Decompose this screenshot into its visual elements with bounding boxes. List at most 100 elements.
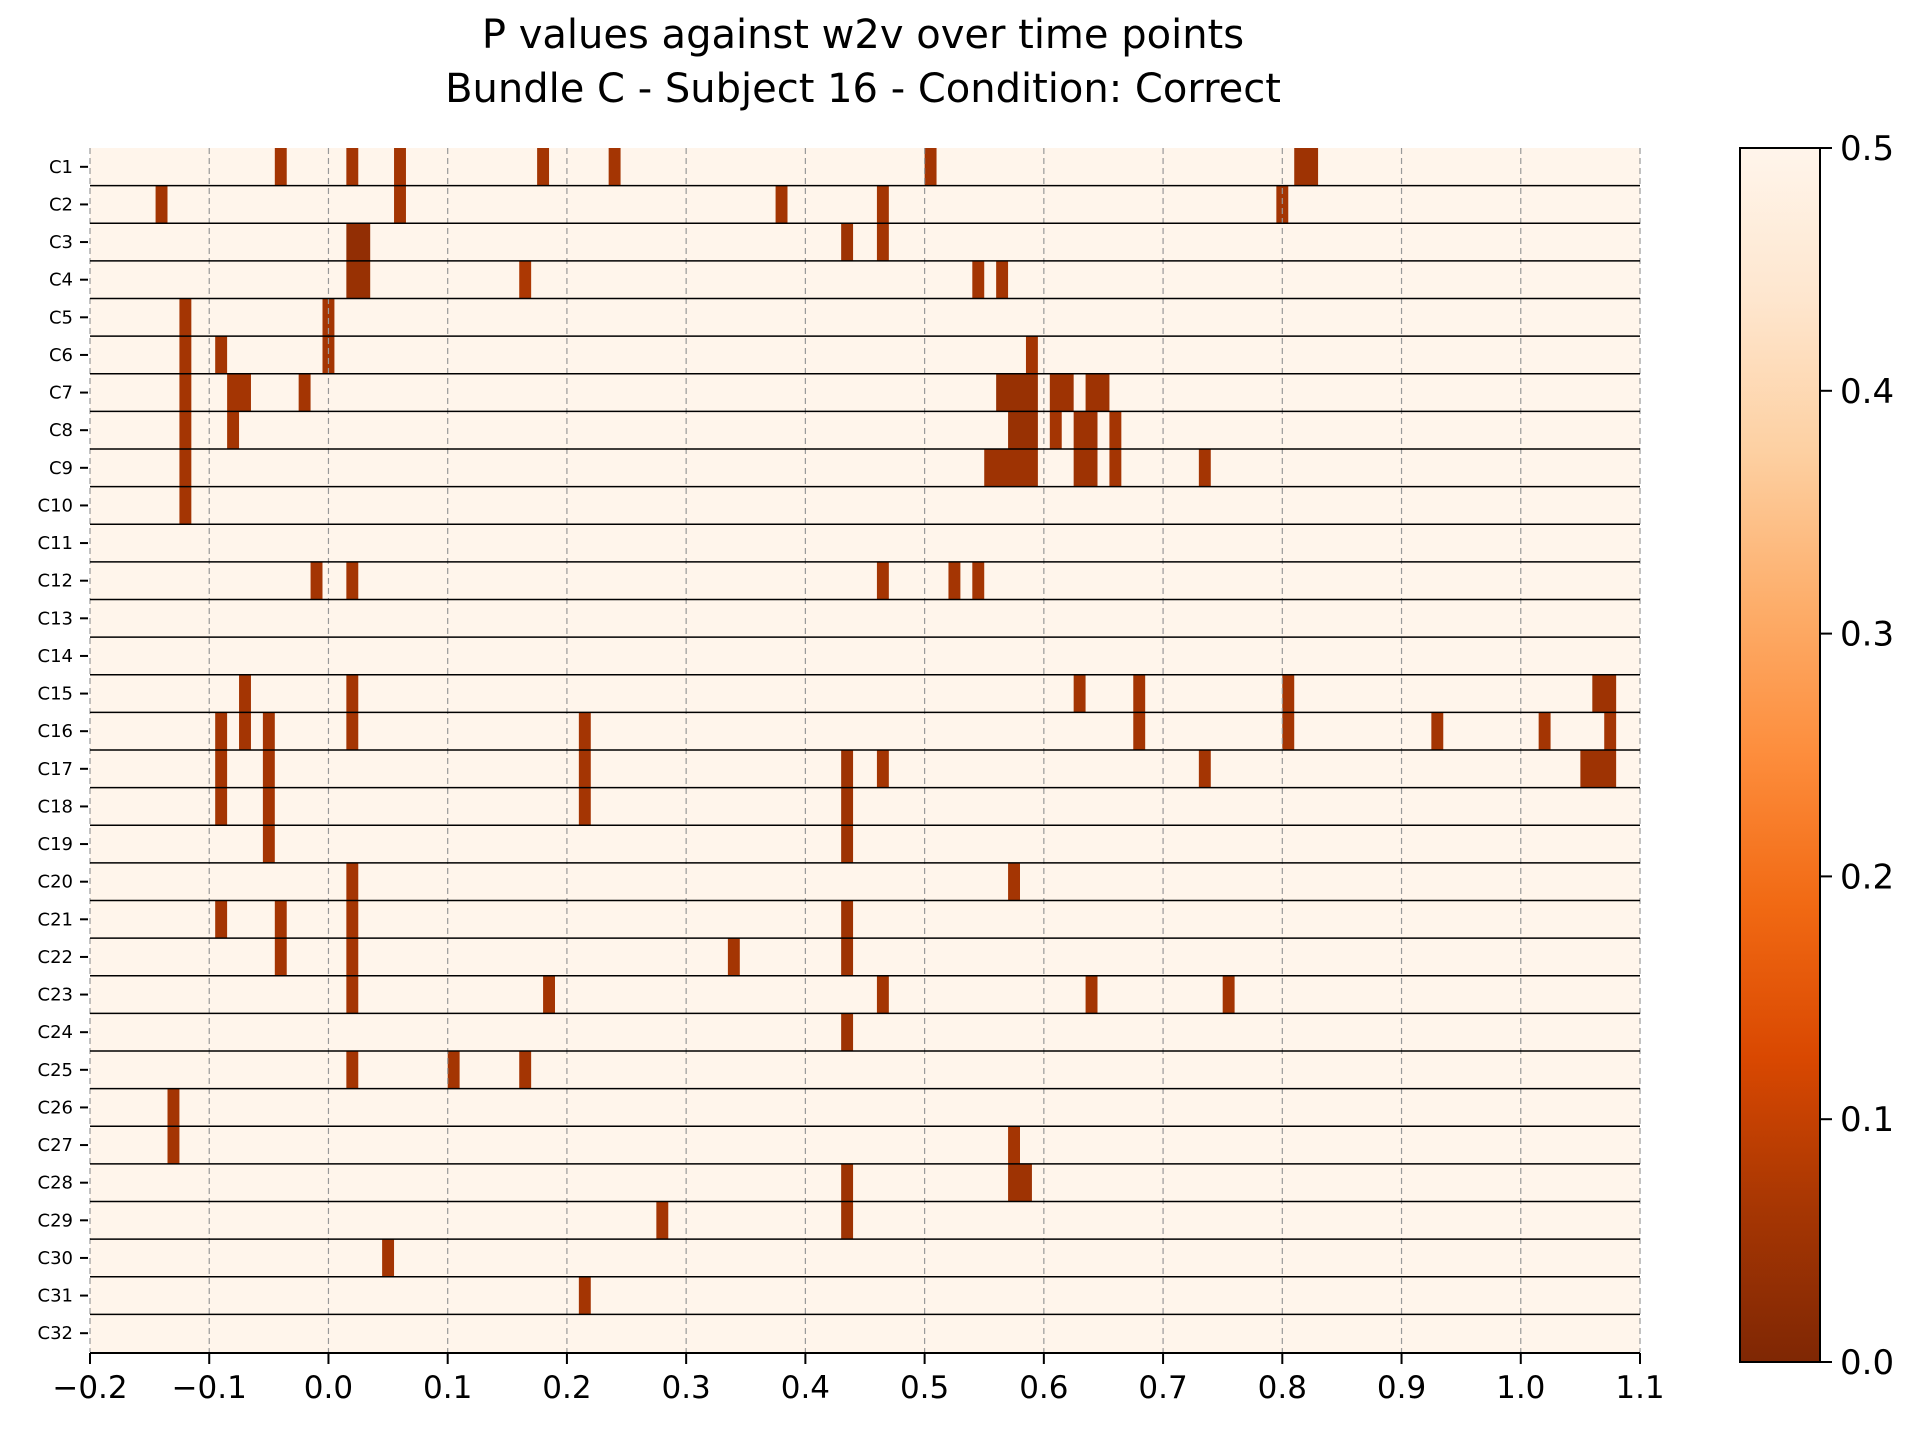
heatmap-cell	[972, 561, 985, 600]
heatmap-cell	[608, 148, 621, 186]
heatmap-cell	[262, 787, 275, 826]
x-tick-label: 0.0	[304, 1370, 353, 1406]
heatmap-cell	[1133, 712, 1146, 751]
heatmap-cell	[262, 712, 275, 751]
colorbar-tick-label: 0.4	[1840, 372, 1894, 412]
y-tick-label: C21	[38, 909, 73, 930]
heatmap-cell	[1025, 336, 1038, 374]
heatmap-cell	[543, 975, 555, 1014]
heatmap-cell	[1538, 712, 1551, 751]
heatmap-cell	[1109, 411, 1122, 450]
heatmap-cell	[155, 185, 168, 224]
heatmap-cell	[227, 373, 251, 412]
x-tick-label: 1.1	[1615, 1370, 1664, 1406]
heatmap-cell	[775, 185, 788, 224]
heatmap-cell	[841, 938, 854, 976]
y-tick-label: C27	[38, 1135, 73, 1156]
plot-area: −0.2 −0.1 0.0 0.1 0.2 0.3 0.4 0.5 0.6 0.7 0.8 0.9 1.…	[38, 148, 1665, 1406]
x-tick-label: 0.5	[900, 1370, 949, 1406]
y-tick-label: C30	[38, 1248, 73, 1269]
heatmap-cell	[984, 449, 1038, 487]
heatmap-cell	[1198, 449, 1211, 487]
heatmap-cell	[394, 185, 406, 224]
heatmap-cell	[1073, 674, 1086, 713]
heatmap-cell	[1085, 373, 1110, 412]
heatmap-cell	[1282, 674, 1295, 713]
heatmap-cell	[519, 1051, 532, 1089]
heatmap-cell	[346, 561, 359, 600]
y-tick-label: C16	[38, 721, 73, 742]
heatmap-cell	[841, 1013, 854, 1052]
heatmap-cell	[322, 298, 335, 337]
x-tick-label: 0.9	[1377, 1370, 1426, 1406]
heatmap-cell	[1198, 750, 1211, 788]
heatmap-cell	[239, 712, 251, 751]
heatmap-cell	[1592, 674, 1617, 713]
heatmap-cell	[215, 900, 228, 939]
heatmap-cell	[227, 411, 240, 450]
x-tick-label: −0.2	[52, 1370, 127, 1406]
heatmap-cell	[876, 975, 889, 1014]
heatmap-cell	[1133, 674, 1146, 713]
heatmap-cell	[578, 712, 591, 751]
colorbar-tick-label: 0.1	[1840, 1100, 1894, 1140]
heatmap-cell	[179, 298, 192, 337]
x-tick-label: −0.1	[172, 1370, 247, 1406]
heatmap-cell	[346, 674, 359, 713]
heatmap-cell	[262, 825, 275, 863]
y-tick-label: C28	[38, 1173, 73, 1194]
heatmap-cell	[179, 411, 192, 450]
heatmap-cell	[876, 185, 889, 224]
heatmap-cell	[948, 561, 961, 600]
y-tick-label: C11	[38, 533, 73, 554]
x-tick-label: 0.7	[1138, 1370, 1187, 1406]
heatmap-cell	[346, 900, 359, 939]
heatmap-cell	[322, 336, 335, 374]
x-tick-label: 0.1	[423, 1370, 472, 1406]
heatmap-cell	[274, 148, 287, 186]
heatmap-cell	[1008, 1126, 1020, 1164]
y-tick-label: C31	[38, 1286, 73, 1307]
heatmap-cell	[274, 938, 287, 976]
heatmap-cell	[727, 938, 740, 976]
heatmap-cell	[996, 373, 1038, 412]
heatmap-cell	[382, 1239, 395, 1277]
y-tick-label: C18	[38, 796, 73, 817]
chart-title-line1: P values against w2v over time points	[482, 12, 1244, 58]
chart-title-line2: Bundle C - Subject 16 - Condition: Corre…	[445, 66, 1281, 112]
y-tick-label: C5	[49, 307, 73, 328]
heatmap-cell	[1282, 712, 1295, 751]
heatmap-cell	[841, 825, 854, 863]
heatmap-cell	[346, 148, 359, 186]
heatmap-cell	[1073, 411, 1098, 450]
colorbar-gradient	[1739, 147, 1821, 1363]
heatmap-cell	[1276, 185, 1289, 224]
heatmap-cell	[1073, 449, 1098, 487]
heatmap-cell	[262, 750, 275, 788]
heatmap-cell	[1604, 712, 1617, 751]
y-tick-label: C4	[49, 270, 73, 291]
heatmap-cell	[876, 561, 889, 600]
heatmap-cell	[876, 750, 889, 788]
y-tick-label: C32	[38, 1323, 73, 1344]
heatmap-cell	[1008, 411, 1038, 450]
heatmap-cell	[1222, 975, 1235, 1014]
heatmap-cell	[346, 712, 359, 751]
heatmap-cell	[346, 862, 359, 901]
heatmap-cell	[841, 223, 854, 261]
heatmap-cell	[346, 223, 371, 261]
heatmap-cell	[346, 938, 359, 976]
heatmap-cell	[447, 1051, 460, 1089]
heatmap-cell	[578, 787, 591, 826]
heatmap-cell	[167, 1088, 180, 1127]
heatmap-cell	[656, 1201, 669, 1240]
heatmap-cell	[519, 260, 532, 299]
y-tick-label: C22	[38, 947, 73, 968]
x-tick-label: 1.0	[1496, 1370, 1545, 1406]
heatmap-cell	[1580, 750, 1617, 788]
heatmap-cell	[1085, 975, 1098, 1014]
heatmap-cell	[1109, 449, 1122, 487]
heatmap-cell	[346, 975, 359, 1014]
y-tick-label: C15	[38, 684, 73, 705]
y-tick-label: C2	[49, 194, 73, 215]
